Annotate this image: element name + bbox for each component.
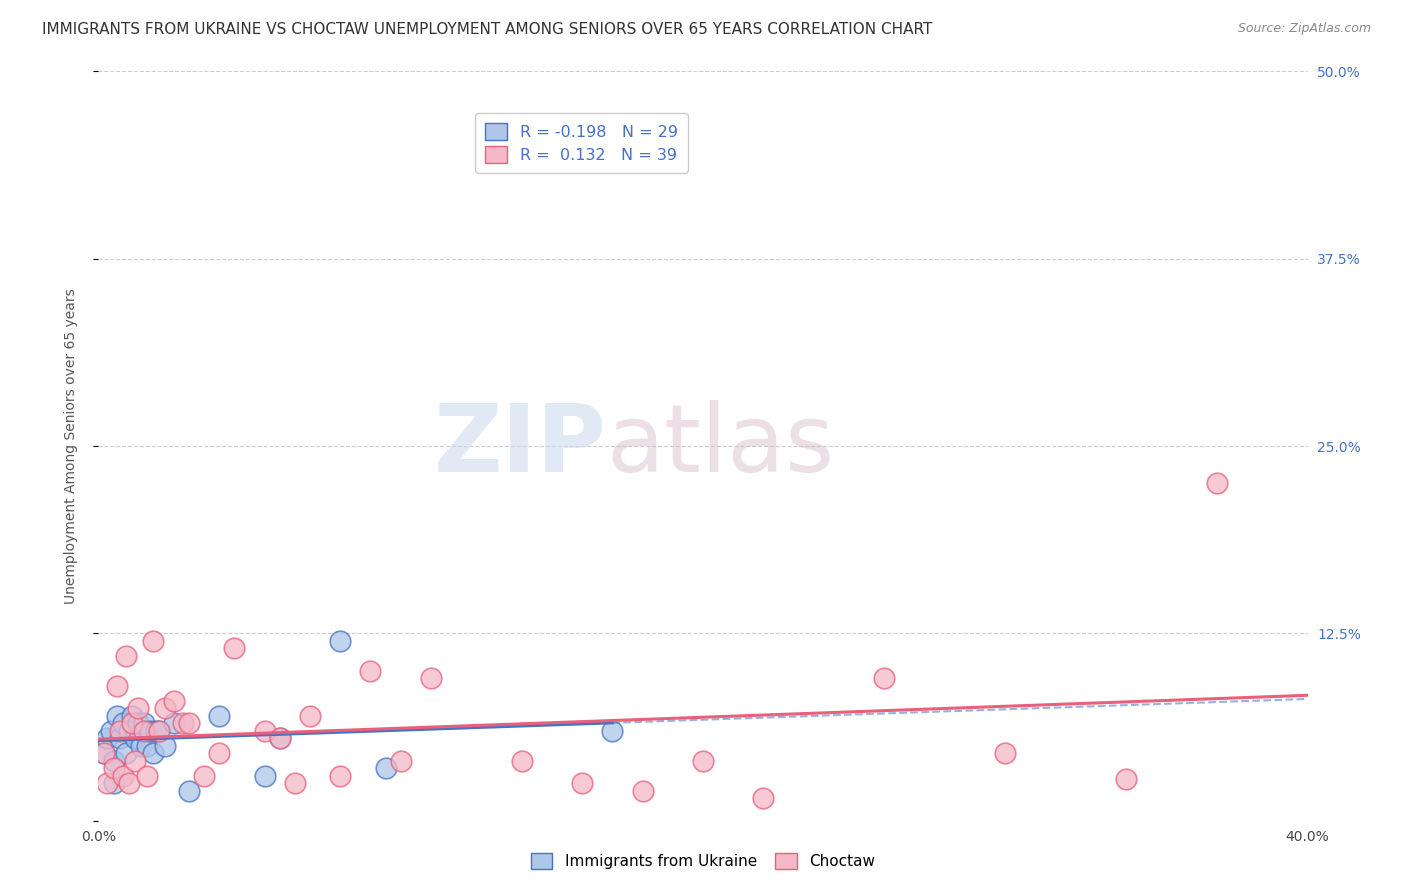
Point (269, 731, 291, 746)
Point (142, 746, 165, 760)
Point (135, 739, 157, 753)
Point (118, 723, 141, 738)
Point (93, 746, 115, 760)
Point (103, 761, 125, 775)
Text: Source: ZipAtlas.com: Source: ZipAtlas.com (1237, 22, 1371, 36)
Point (96, 731, 118, 746)
Point (873, 671, 896, 685)
Point (139, 723, 162, 738)
Point (1115, 772, 1137, 786)
Point (329, 769, 352, 783)
Point (105, 708, 128, 723)
Point (163, 716, 186, 731)
Point (224, 641, 246, 656)
Point (329, 633, 352, 648)
Point (124, 754, 146, 768)
Point (253, 723, 276, 738)
Point (93, 746, 115, 760)
Point (111, 769, 134, 783)
Point (692, 754, 714, 768)
Point (96, 776, 118, 790)
Point (179, 783, 201, 797)
Point (105, 679, 128, 693)
Point (299, 708, 322, 723)
Point (148, 723, 170, 738)
Point (132, 723, 155, 738)
Point (284, 776, 307, 790)
Point (374, 761, 396, 775)
Point (103, 754, 125, 768)
Point (108, 723, 131, 738)
Point (121, 716, 143, 731)
Point (153, 739, 176, 753)
Point (179, 716, 201, 731)
Point (124, 731, 146, 746)
Point (129, 739, 152, 753)
Legend: R = -0.198   N = 29, R =  0.132   N = 39: R = -0.198 N = 29, R = 0.132 N = 39 (475, 113, 688, 173)
Point (108, 731, 131, 746)
Point (100, 723, 122, 738)
Point (114, 648, 136, 663)
Y-axis label: Unemployment Among Seniors over 65 years: Unemployment Among Seniors over 65 years (63, 288, 77, 604)
Point (510, 754, 533, 768)
Point (571, 776, 593, 790)
Point (208, 746, 231, 760)
Point (193, 769, 215, 783)
Point (127, 716, 149, 731)
Point (752, 791, 775, 805)
Point (127, 701, 149, 715)
Point (420, 671, 443, 685)
Point (142, 633, 165, 648)
Point (360, 664, 382, 678)
Point (389, 754, 412, 768)
Text: atlas: atlas (606, 400, 835, 492)
Point (145, 723, 167, 738)
Point (153, 701, 176, 715)
Point (132, 716, 155, 731)
Point (994, 746, 1017, 760)
Point (121, 708, 143, 723)
Point (602, 723, 624, 738)
Point (118, 776, 141, 790)
Point (208, 708, 231, 723)
Point (135, 769, 157, 783)
Point (269, 731, 291, 746)
Text: IMMIGRANTS FROM UKRAINE VS CHOCTAW UNEMPLOYMENT AMONG SENIORS OVER 65 YEARS CORR: IMMIGRANTS FROM UKRAINE VS CHOCTAW UNEMP… (42, 22, 932, 37)
Point (172, 716, 194, 731)
Point (111, 716, 134, 731)
Point (114, 746, 136, 760)
Point (163, 694, 186, 708)
Legend: Immigrants from Ukraine, Choctaw: Immigrants from Ukraine, Choctaw (524, 847, 882, 875)
Point (103, 776, 125, 790)
Point (631, 783, 654, 797)
Point (1206, 476, 1229, 491)
Text: ZIP: ZIP (433, 400, 606, 492)
Point (253, 769, 276, 783)
Point (148, 723, 170, 738)
